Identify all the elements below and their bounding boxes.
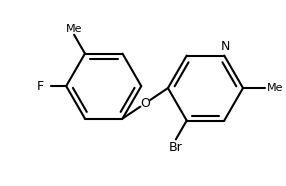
Text: O: O xyxy=(140,97,150,110)
Text: N: N xyxy=(221,40,230,53)
Text: Me: Me xyxy=(267,83,283,93)
Text: Me: Me xyxy=(66,24,82,34)
Text: F: F xyxy=(36,80,43,93)
Text: Br: Br xyxy=(169,141,183,154)
